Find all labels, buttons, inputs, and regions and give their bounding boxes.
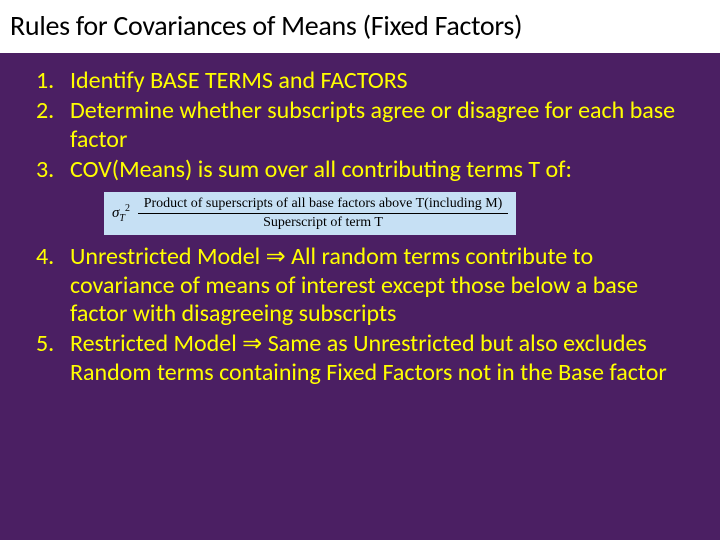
list-item: Determine whether subscripts agree or di… [36, 97, 690, 154]
list-item: Unrestricted Model ⇒ All random terms co… [36, 243, 690, 328]
item-text: Determine whether subscripts agree or di… [70, 96, 675, 153]
slide-title: Rules for Covariances of Means (Fixed Fa… [0, 0, 720, 53]
list-item: Restricted Model ⇒ Same as Unrestricted … [36, 330, 690, 387]
numerator: Product of superscripts of all base fact… [138, 196, 509, 214]
formula-container: σT2 Product of superscripts of all base … [104, 192, 690, 235]
item-text-pre: Restricted Model [70, 329, 242, 358]
sigma-superscript: 2 [125, 203, 130, 214]
covariance-formula: σT2 Product of superscripts of all base … [104, 192, 516, 235]
sigma-subscript: T [119, 213, 125, 224]
fraction: Product of superscripts of all base fact… [138, 196, 509, 231]
list-item: Identify BASE TERMS and FACTORS [36, 67, 690, 95]
rules-list: Identify BASE TERMS and FACTORS Determin… [36, 67, 690, 387]
denominator: Superscript of term T [138, 214, 509, 231]
slide-body: Identify BASE TERMS and FACTORS Determin… [0, 53, 720, 409]
item-text: COV(Means) is sum over all contributing … [70, 155, 572, 184]
implies-arrow-icon: ⇒ [242, 330, 262, 357]
item-text: Identify BASE TERMS and FACTORS [70, 66, 407, 95]
list-item: COV(Means) is sum over all contributing … [36, 156, 690, 236]
item-text-pre: Unrestricted Model [70, 242, 266, 271]
implies-arrow-icon: ⇒ [266, 243, 286, 270]
